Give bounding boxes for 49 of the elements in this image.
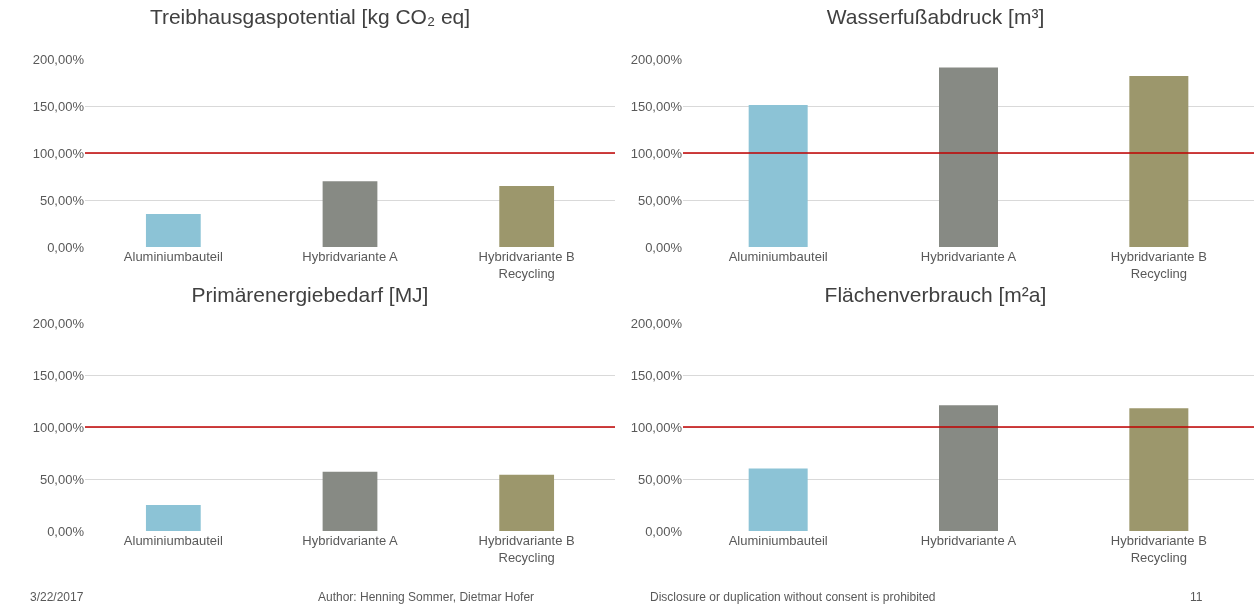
y-tick-label: 50,00%	[39, 192, 85, 208]
x-tick-label: Aluminiumbauteil	[728, 533, 828, 548]
bar	[499, 474, 555, 531]
y-tick-label: 0,00%	[47, 523, 85, 539]
text: Disclosure or duplication without consent is prohibited	[650, 590, 936, 604]
x-tick-label: Hybridvariante A	[302, 249, 399, 264]
chart-title: Flächenverbrauch [m²a]	[824, 283, 1047, 306]
x-tick-label: Aluminiumbauteil	[123, 533, 223, 548]
x-tick-label: Aluminiumbauteil	[123, 249, 223, 264]
x-tick-label: Hybridvariante B Recycling	[1110, 533, 1207, 565]
bar	[939, 405, 998, 531]
x-tick-label: Hybridvariante B Recycling	[1110, 249, 1207, 281]
y-tick-label: 0,00%	[645, 239, 683, 255]
x-tick-label: Aluminiumbauteil	[728, 249, 828, 264]
bar	[322, 181, 378, 247]
y-tick-label: 150,00%	[32, 98, 85, 114]
x-tick-label: Hybridvariante B Recycling	[478, 249, 575, 281]
y-tick-label: 200,00%	[630, 51, 683, 67]
bar	[322, 471, 378, 531]
bar	[145, 214, 201, 247]
y-tick-label: 200,00%	[630, 315, 683, 331]
y-tick-label: 100,00%	[32, 145, 85, 161]
y-tick-label: 150,00%	[630, 98, 683, 114]
bar	[145, 505, 201, 531]
text: 3/22/2017	[30, 590, 84, 604]
y-tick-label: 0,00%	[47, 239, 85, 255]
y-tick-label: 150,00%	[32, 367, 85, 383]
chart-title: Treibhausgaspotential [kg CO₂ eq]	[149, 4, 471, 28]
x-tick-label: Hybridvariante A	[302, 533, 399, 548]
y-tick-label: 50,00%	[637, 471, 683, 487]
y-tick-label: 200,00%	[32, 51, 85, 67]
text: Author: Henning Sommer, Dietmar Hofer	[318, 590, 535, 604]
bar	[1129, 408, 1189, 531]
y-tick-label: 200,00%	[32, 315, 85, 331]
bar	[499, 185, 555, 247]
x-tick-label: Hybridvariante A	[920, 249, 1017, 264]
y-tick-label: 50,00%	[637, 192, 683, 208]
x-tick-label: Hybridvariante A	[920, 533, 1017, 548]
y-tick-label: 0,00%	[645, 523, 683, 539]
chart-title: Wasserfußabdruck [m³]	[826, 4, 1045, 28]
bar	[748, 468, 808, 531]
x-tick-label: Hybridvariante B Recycling	[478, 533, 575, 565]
chart-title: Primärenergiebedarf [MJ]	[191, 283, 429, 306]
y-tick-label: 150,00%	[630, 367, 683, 383]
y-tick-label: 100,00%	[32, 419, 85, 435]
y-tick-label: 100,00%	[630, 145, 683, 161]
text: 11	[1190, 590, 1203, 604]
y-tick-label: 100,00%	[630, 419, 683, 435]
y-tick-label: 50,00%	[39, 471, 85, 487]
